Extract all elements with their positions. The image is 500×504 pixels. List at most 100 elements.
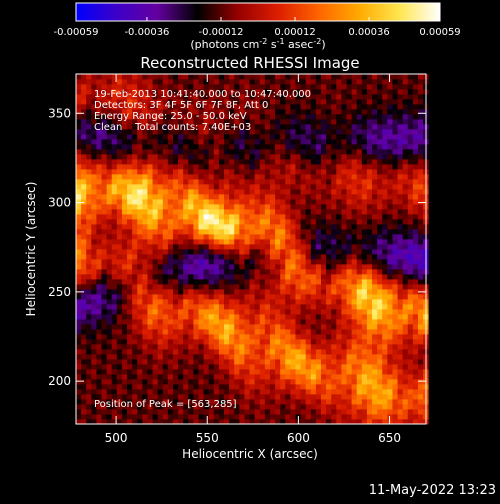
heatmap-cell [239, 169, 245, 175]
heatmap-cell [152, 414, 159, 420]
heatmap-cell [188, 354, 194, 360]
heatmap-cell [315, 189, 322, 195]
heatmap-cell [295, 329, 301, 335]
heatmap-cell [167, 334, 174, 340]
heatmap-cell [152, 404, 159, 410]
heatmap-cell [346, 174, 353, 180]
heatmap-cell [229, 224, 235, 230]
heatmap-cell [264, 259, 271, 265]
heatmap-cell [198, 289, 204, 295]
heatmap-cell [264, 189, 271, 195]
heatmap-cell [152, 119, 159, 125]
heatmap-cell [127, 74, 133, 80]
heatmap-cell [157, 199, 164, 205]
heatmap-cell [178, 124, 184, 130]
heatmap-cell [382, 189, 388, 195]
heatmap-cell [387, 104, 393, 110]
heatmap-cell [351, 344, 358, 350]
heatmap-cell [361, 184, 368, 190]
heatmap-cell [127, 419, 133, 425]
heatmap-cell [172, 199, 179, 205]
heatmap-cell [259, 74, 266, 80]
heatmap-cell [310, 419, 317, 425]
heatmap-cell [300, 284, 307, 290]
heatmap-cell [229, 369, 235, 375]
heatmap-cell [213, 164, 220, 170]
heatmap-cell [121, 279, 128, 285]
heatmap-cell [244, 119, 250, 125]
heatmap-cell [142, 379, 148, 385]
heatmap-cell [402, 239, 409, 245]
heatmap-cell [351, 139, 358, 145]
heatmap-cell [397, 209, 404, 215]
heatmap-cell [142, 369, 148, 375]
heatmap-cell [336, 189, 342, 195]
heatmap-cell [127, 389, 133, 395]
heatmap-cell [336, 299, 342, 305]
heatmap-cell [234, 359, 240, 365]
heatmap-cell [377, 174, 383, 180]
x-axis-label: Heliocentric X (arcsec) [182, 447, 318, 461]
heatmap-cell [172, 104, 179, 110]
heatmap-cell [183, 229, 189, 235]
heatmap-cell [132, 394, 138, 400]
heatmap-cell [402, 309, 409, 315]
heatmap-cell [412, 259, 419, 265]
heatmap-cell [295, 409, 301, 415]
heatmap-cell [382, 184, 388, 190]
heatmap-cell [111, 89, 118, 95]
heatmap-cell [295, 154, 301, 160]
heatmap-cell [290, 229, 296, 235]
heatmap-cell [203, 359, 210, 365]
heatmap-cell [341, 189, 347, 195]
heatmap-cell [101, 404, 108, 410]
heatmap-cell [336, 159, 342, 165]
heatmap-cell [234, 354, 240, 360]
heatmap-cell [321, 124, 327, 130]
heatmap-cell [157, 329, 164, 335]
heatmap-cell [387, 389, 393, 395]
heatmap-cell [76, 244, 82, 250]
heatmap-cell [280, 229, 286, 235]
heatmap-cell [127, 154, 133, 160]
heatmap-cell [244, 199, 250, 205]
heatmap-cell [152, 269, 159, 275]
heatmap-cell [121, 254, 128, 260]
heatmap-cell [137, 219, 143, 225]
heatmap-cell [96, 369, 102, 375]
heatmap-cell [259, 249, 266, 255]
y-axis-label: Heliocentric Y (arcsec) [24, 182, 38, 317]
heatmap-cell [300, 314, 307, 320]
heatmap-cell [86, 409, 92, 415]
heatmap-cell [275, 384, 281, 390]
heatmap-cell [290, 179, 296, 185]
heatmap-cell [397, 94, 404, 100]
heatmap-cell [218, 274, 225, 280]
heatmap-cell [101, 374, 108, 380]
heatmap-cell [86, 394, 92, 400]
heatmap-cell [305, 289, 312, 295]
heatmap-cell [116, 199, 123, 205]
heatmap-cell [280, 169, 286, 175]
heatmap-cell [315, 194, 322, 200]
heatmap-cell [321, 129, 327, 135]
heatmap-cell [295, 229, 301, 235]
heatmap-cell [417, 144, 424, 150]
heatmap-cell [326, 164, 332, 170]
heatmap-cell [234, 279, 240, 285]
heatmap-cell [224, 399, 230, 405]
heatmap-cell [121, 339, 128, 345]
heatmap-cell [81, 294, 87, 300]
heatmap-cell [157, 164, 164, 170]
heatmap-cell [377, 354, 383, 360]
heatmap-cell [101, 159, 108, 165]
heatmap-cell [341, 184, 347, 190]
heatmap-cell [305, 364, 312, 370]
heatmap-cell [356, 304, 363, 310]
heatmap-cell [198, 264, 204, 270]
heatmap-cell [218, 414, 225, 420]
heatmap-cell [315, 224, 322, 230]
heatmap-cell [259, 279, 266, 285]
heatmap-cell [295, 84, 301, 90]
heatmap-cell [183, 99, 189, 105]
